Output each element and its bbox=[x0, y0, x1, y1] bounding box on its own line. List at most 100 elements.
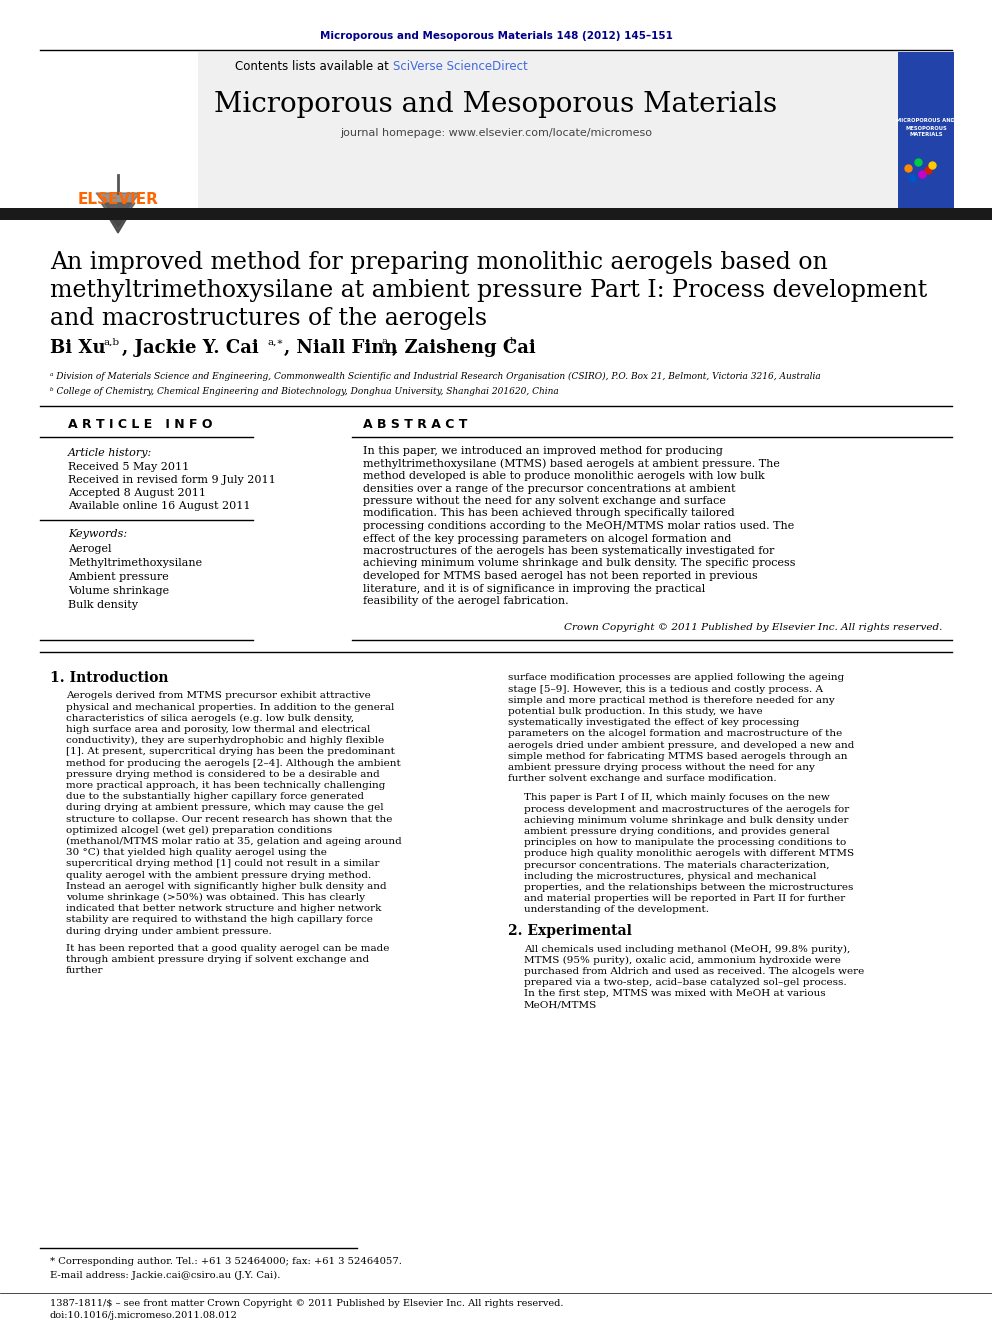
Text: Ambient pressure: Ambient pressure bbox=[68, 572, 169, 582]
Text: effect of the key processing parameters on alcogel formation and: effect of the key processing parameters … bbox=[363, 533, 731, 544]
Text: further: further bbox=[66, 966, 103, 975]
Text: and macrostructures of the aerogels: and macrostructures of the aerogels bbox=[50, 307, 487, 329]
Bar bbox=[0, 208, 992, 220]
Text: b: b bbox=[510, 337, 517, 347]
Text: simple and more practical method is therefore needed for any: simple and more practical method is ther… bbox=[508, 696, 834, 705]
Text: Article history:: Article history: bbox=[68, 448, 152, 458]
Text: achieving minimum volume shrinkage and bulk density under: achieving minimum volume shrinkage and b… bbox=[524, 816, 848, 826]
Text: Aerogels derived from MTMS precursor exhibit attractive: Aerogels derived from MTMS precursor exh… bbox=[66, 692, 371, 700]
Text: In this paper, we introduced an improved method for producing: In this paper, we introduced an improved… bbox=[363, 446, 723, 456]
Text: quality aerogel with the ambient pressure drying method.: quality aerogel with the ambient pressur… bbox=[66, 871, 371, 880]
Text: systematically investigated the effect of key processing: systematically investigated the effect o… bbox=[508, 718, 800, 728]
Text: Keywords:: Keywords: bbox=[68, 529, 127, 538]
Text: literature, and it is of significance in improving the practical: literature, and it is of significance in… bbox=[363, 583, 705, 594]
Text: Volume shrinkage: Volume shrinkage bbox=[68, 586, 169, 595]
Text: [1]. At present, supercritical drying has been the predominant: [1]. At present, supercritical drying ha… bbox=[66, 747, 395, 757]
Text: Microporous and Mesoporous Materials: Microporous and Mesoporous Materials bbox=[214, 91, 778, 119]
Text: understanding of the development.: understanding of the development. bbox=[524, 905, 709, 914]
Bar bbox=[38, 52, 954, 212]
Text: Methyltrimethoxysilane: Methyltrimethoxysilane bbox=[68, 558, 202, 568]
Text: It has been reported that a good quality aerogel can be made: It has been reported that a good quality… bbox=[66, 943, 390, 953]
Text: surface modification processes are applied following the ageing: surface modification processes are appli… bbox=[508, 673, 844, 683]
Text: In the first step, MTMS was mixed with MeOH at various: In the first step, MTMS was mixed with M… bbox=[524, 990, 825, 999]
Text: optimized alcogel (wet gel) preparation conditions: optimized alcogel (wet gel) preparation … bbox=[66, 826, 332, 835]
Text: ambient pressure drying process without the need for any: ambient pressure drying process without … bbox=[508, 763, 814, 773]
Text: SciVerse ScienceDirect: SciVerse ScienceDirect bbox=[393, 61, 528, 74]
Text: journal homepage: www.elsevier.com/locate/micromeso: journal homepage: www.elsevier.com/locat… bbox=[340, 128, 652, 138]
Text: ᵇ College of Chemistry, Chemical Engineering and Biotechnology, Donghua Universi: ᵇ College of Chemistry, Chemical Enginee… bbox=[50, 386, 558, 396]
Text: Instead an aerogel with significantly higher bulk density and: Instead an aerogel with significantly hi… bbox=[66, 882, 387, 890]
Text: a: a bbox=[382, 337, 388, 347]
Text: A B S T R A C T: A B S T R A C T bbox=[363, 418, 467, 431]
Text: 2. Experimental: 2. Experimental bbox=[508, 925, 632, 938]
Text: conductivity), they are superhydrophobic and highly flexible: conductivity), they are superhydrophobic… bbox=[66, 736, 384, 745]
Text: supercritical drying method [1] could not result in a similar: supercritical drying method [1] could no… bbox=[66, 860, 380, 868]
Text: purchased from Aldrich and used as received. The alcogels were: purchased from Aldrich and used as recei… bbox=[524, 967, 864, 976]
Text: MICROPOROUS AND
MESOPOROUS
MATERIALS: MICROPOROUS AND MESOPOROUS MATERIALS bbox=[897, 119, 955, 138]
Text: high surface area and porosity, low thermal and electrical: high surface area and porosity, low ther… bbox=[66, 725, 370, 734]
Text: methyltrimethoxysilane (MTMS) based aerogels at ambient pressure. The: methyltrimethoxysilane (MTMS) based aero… bbox=[363, 458, 780, 468]
Text: produce high quality monolithic aerogels with different MTMS: produce high quality monolithic aerogels… bbox=[524, 849, 854, 859]
Text: MeOH/MTMS: MeOH/MTMS bbox=[524, 1000, 597, 1009]
Text: * Corresponding author. Tel.: +61 3 52464000; fax: +61 3 52464057.: * Corresponding author. Tel.: +61 3 5246… bbox=[50, 1257, 402, 1266]
Text: pressure drying method is considered to be a desirable and: pressure drying method is considered to … bbox=[66, 770, 380, 779]
Text: E-mail address: Jackie.cai@csiro.au (J.Y. Cai).: E-mail address: Jackie.cai@csiro.au (J.Y… bbox=[50, 1270, 281, 1279]
Text: This paper is Part I of II, which mainly focuses on the new: This paper is Part I of II, which mainly… bbox=[524, 794, 829, 803]
Text: feasibility of the aerogel fabrication.: feasibility of the aerogel fabrication. bbox=[363, 595, 568, 606]
Text: volume shrinkage (>50%) was obtained. This has clearly: volume shrinkage (>50%) was obtained. Th… bbox=[66, 893, 365, 902]
Text: MTMS (95% purity), oxalic acid, ammonium hydroxide were: MTMS (95% purity), oxalic acid, ammonium… bbox=[524, 955, 841, 964]
Text: An improved method for preparing monolithic aerogels based on: An improved method for preparing monolit… bbox=[50, 250, 827, 274]
Text: Bulk density: Bulk density bbox=[68, 601, 138, 610]
Text: Aerogel: Aerogel bbox=[68, 544, 111, 554]
Text: stability are required to withstand the high capillary force: stability are required to withstand the … bbox=[66, 916, 373, 925]
Text: and material properties will be reported in Part II for further: and material properties will be reported… bbox=[524, 894, 845, 904]
Text: properties, and the relationships between the microstructures: properties, and the relationships betwee… bbox=[524, 882, 853, 892]
Text: pressure without the need for any solvent exchange and surface: pressure without the need for any solven… bbox=[363, 496, 726, 505]
Text: simple method for fabricating MTMS based aerogels through an: simple method for fabricating MTMS based… bbox=[508, 751, 847, 761]
Text: ambient pressure drying conditions, and provides general: ambient pressure drying conditions, and … bbox=[524, 827, 829, 836]
Text: prepared via a two-step, acid–base catalyzed sol–gel process.: prepared via a two-step, acid–base catal… bbox=[524, 978, 846, 987]
Text: method for producing the aerogels [2–4]. Although the ambient: method for producing the aerogels [2–4].… bbox=[66, 758, 401, 767]
Text: precursor concentrations. The materials characterization,: precursor concentrations. The materials … bbox=[524, 861, 829, 869]
Text: physical and mechanical properties. In addition to the general: physical and mechanical properties. In a… bbox=[66, 703, 395, 712]
Text: Accepted 8 August 2011: Accepted 8 August 2011 bbox=[68, 488, 206, 497]
Text: developed for MTMS based aerogel has not been reported in previous: developed for MTMS based aerogel has not… bbox=[363, 572, 758, 581]
Polygon shape bbox=[96, 193, 140, 220]
Text: a,∗: a,∗ bbox=[268, 337, 285, 347]
Text: method developed is able to produce monolithic aerogels with low bulk: method developed is able to produce mono… bbox=[363, 471, 765, 482]
Text: process development and macrostructures of the aerogels for: process development and macrostructures … bbox=[524, 804, 849, 814]
Text: structure to collapse. Our recent research has shown that the: structure to collapse. Our recent resear… bbox=[66, 815, 393, 824]
Text: modification. This has been achieved through specifically tailored: modification. This has been achieved thr… bbox=[363, 508, 735, 519]
Text: indicated that better network structure and higher network: indicated that better network structure … bbox=[66, 905, 381, 913]
Text: principles on how to manipulate the processing conditions to: principles on how to manipulate the proc… bbox=[524, 839, 846, 847]
Polygon shape bbox=[106, 213, 130, 233]
Text: A R T I C L E   I N F O: A R T I C L E I N F O bbox=[68, 418, 212, 431]
Polygon shape bbox=[101, 202, 135, 228]
Text: characteristics of silica aerogels (e.g. low bulk density,: characteristics of silica aerogels (e.g.… bbox=[66, 714, 354, 722]
Text: processing conditions according to the MeOH/MTMS molar ratios used. The: processing conditions according to the M… bbox=[363, 521, 795, 531]
Text: Contents lists available at: Contents lists available at bbox=[235, 61, 393, 74]
Text: stage [5–9]. However, this is a tedious and costly process. A: stage [5–9]. However, this is a tedious … bbox=[508, 685, 823, 693]
Text: ᵃ Division of Materials Science and Engineering, Commonwealth Scientific and Ind: ᵃ Division of Materials Science and Engi… bbox=[50, 372, 820, 381]
Text: densities over a range of the precursor concentrations at ambient: densities over a range of the precursor … bbox=[363, 483, 735, 493]
Text: due to the substantially higher capillary force generated: due to the substantially higher capillar… bbox=[66, 792, 364, 802]
Text: further solvent exchange and surface modification.: further solvent exchange and surface mod… bbox=[508, 774, 777, 783]
Text: achieving minimum volume shrinkage and bulk density. The specific process: achieving minimum volume shrinkage and b… bbox=[363, 558, 796, 569]
Text: All chemicals used including methanol (MeOH, 99.8% purity),: All chemicals used including methanol (M… bbox=[524, 945, 850, 954]
Text: Received in revised form 9 July 2011: Received in revised form 9 July 2011 bbox=[68, 475, 276, 486]
Text: Crown Copyright © 2011 Published by Elsevier Inc. All rights reserved.: Crown Copyright © 2011 Published by Else… bbox=[563, 623, 942, 632]
Text: a,b: a,b bbox=[104, 337, 120, 347]
Text: 1. Introduction: 1. Introduction bbox=[50, 671, 169, 685]
Text: (methanol/MTMS molar ratio at 35, gelation and ageing around: (methanol/MTMS molar ratio at 35, gelati… bbox=[66, 837, 402, 847]
Text: , Zaisheng Cai: , Zaisheng Cai bbox=[392, 339, 536, 357]
Text: macrostructures of the aerogels has been systematically investigated for: macrostructures of the aerogels has been… bbox=[363, 546, 775, 556]
Bar bbox=[898, 52, 954, 212]
Text: parameters on the alcogel formation and macrostructure of the: parameters on the alcogel formation and … bbox=[508, 729, 842, 738]
Text: Available online 16 August 2011: Available online 16 August 2011 bbox=[68, 501, 251, 511]
Text: doi:10.1016/j.micromeso.2011.08.012: doi:10.1016/j.micromeso.2011.08.012 bbox=[50, 1311, 238, 1320]
Text: Bi Xu: Bi Xu bbox=[50, 339, 105, 357]
Text: during drying at ambient pressure, which may cause the gel: during drying at ambient pressure, which… bbox=[66, 803, 384, 812]
Text: , Niall Finn: , Niall Finn bbox=[284, 339, 398, 357]
Text: Microporous and Mesoporous Materials 148 (2012) 145–151: Microporous and Mesoporous Materials 148… bbox=[319, 30, 673, 41]
Text: methyltrimethoxysilane at ambient pressure Part I: Process development: methyltrimethoxysilane at ambient pressu… bbox=[50, 279, 928, 302]
